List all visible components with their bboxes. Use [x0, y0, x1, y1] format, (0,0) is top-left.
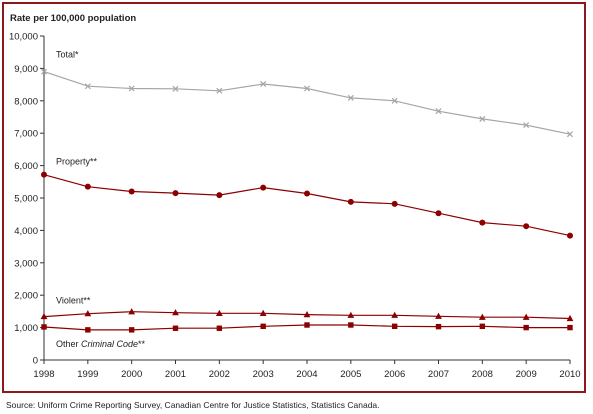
data-point-square [85, 327, 91, 333]
series-label: Total* [56, 50, 79, 60]
data-point-x-marker [347, 94, 354, 101]
data-point-circle [260, 184, 267, 191]
data-point-square [567, 324, 573, 331]
data-point-x-marker [172, 85, 179, 92]
data-point-circle [479, 219, 486, 226]
data-point-triangle [40, 312, 48, 320]
data-point-triangle [128, 308, 136, 315]
data-point-square [391, 323, 398, 330]
data-point-triangle [172, 309, 179, 316]
data-point-square [479, 323, 486, 330]
series-label: Property** [56, 157, 98, 167]
data-point-square [172, 325, 179, 331]
source-note: Source: Uniform Crime Reporting Survey, … [6, 400, 380, 410]
data-point-triangle [391, 311, 399, 318]
data-point-circle [435, 210, 442, 217]
data-point-x-marker [84, 83, 91, 90]
x-tick-label: 2009 [516, 369, 537, 380]
x-tick-label: 2001 [165, 369, 186, 380]
data-point-square [128, 327, 135, 333]
series-line [43, 174, 571, 237]
data-point-triangle [215, 309, 223, 316]
data-point-x-marker [391, 97, 398, 104]
data-point-triangle [259, 309, 267, 316]
data-point-x-marker [479, 115, 486, 122]
x-tick-label: 2010 [559, 369, 580, 380]
x-tick-label: 2002 [209, 369, 230, 380]
data-point-square [216, 325, 223, 331]
data-point-triangle [435, 312, 442, 319]
data-point-circle [523, 223, 530, 230]
x-tick-label: 2000 [121, 369, 142, 380]
data-point-x-marker [40, 68, 48, 75]
data-point-circle [304, 190, 310, 197]
y-tick-label: 2,000 [14, 291, 38, 302]
data-point-square [260, 323, 266, 330]
data-point-square [348, 322, 354, 328]
data-point-triangle [522, 313, 530, 320]
data-point-triangle [303, 311, 311, 318]
y-tick-label: 3,000 [14, 258, 38, 269]
data-point-circle [216, 192, 223, 199]
x-tick-label: 2007 [428, 369, 449, 380]
y-tick-label: 4,000 [14, 226, 38, 237]
data-point-x-marker [260, 80, 267, 87]
y-tick-label: 1,000 [14, 323, 38, 334]
data-point-triangle [566, 314, 574, 322]
y-tick-label: 7,000 [14, 129, 38, 140]
series-label: Violent** [56, 296, 91, 306]
data-point-circle [347, 198, 354, 205]
x-tick-label: 2005 [340, 369, 361, 380]
y-tick-label: 8,000 [14, 96, 38, 107]
data-point-square [523, 324, 529, 331]
series-line [43, 71, 571, 135]
data-point-x-marker [435, 108, 442, 115]
y-tick-label: 5,000 [14, 194, 38, 205]
data-point-square [435, 323, 442, 330]
x-tick-label: 2006 [384, 369, 405, 380]
data-point-triangle [478, 313, 486, 320]
x-tick-label: 2003 [253, 369, 274, 380]
series-label: Other Criminal Code** [56, 339, 146, 349]
data-point-circle [567, 232, 573, 239]
data-point-x-marker [128, 85, 135, 92]
y-tick-label: 10,000 [9, 32, 38, 43]
data-point-circle [84, 183, 91, 190]
data-point-x-marker [216, 87, 223, 94]
data-point-x-marker [303, 85, 311, 92]
data-point-circle [128, 188, 135, 195]
y-tick-label: 9,000 [14, 64, 38, 75]
data-point-x-marker [523, 122, 530, 129]
line-chart: Rate per 100,000 population 0 1,000 2,000 3,… [9, 13, 581, 380]
x-tick-label: 1999 [77, 369, 98, 380]
data-point-x-marker [566, 131, 574, 138]
data-point-square [41, 324, 47, 330]
data-point-triangle [347, 311, 355, 318]
data-point-triangle [84, 310, 92, 317]
y-tick-label: 0 [33, 356, 38, 367]
data-point-square [304, 322, 310, 328]
data-point-circle [41, 171, 47, 178]
chart-frame: Rate per 100,000 population 0 1,000 2,000 3,… [2, 2, 586, 393]
x-tick-label: 1998 [33, 369, 54, 380]
y-axis-label: Rate per 100,000 population [10, 13, 136, 24]
data-point-circle [172, 190, 179, 197]
y-tick-label: 6,000 [14, 161, 38, 172]
x-tick-label: 2004 [296, 369, 317, 380]
x-tick-label: 2008 [472, 369, 493, 380]
data-point-circle [391, 200, 398, 207]
